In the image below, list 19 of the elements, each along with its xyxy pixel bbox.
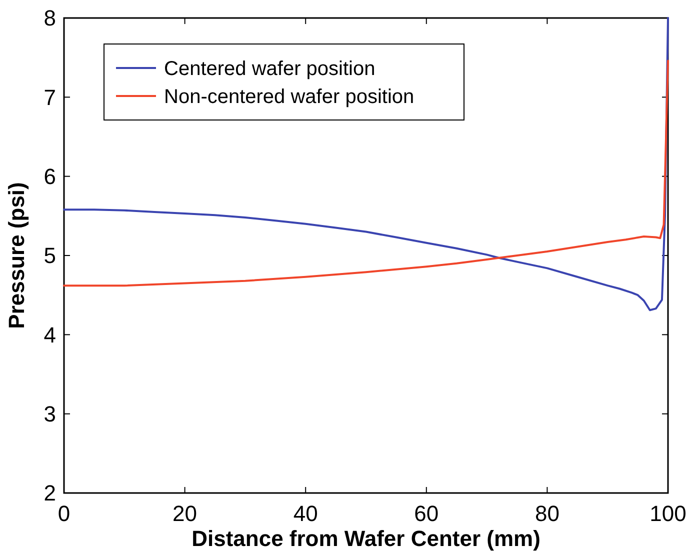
y-tick-label: 6 <box>44 164 56 190</box>
legend-label: Centered wafer position <box>164 58 376 80</box>
y-tick-label: 2 <box>44 480 56 506</box>
y-tick-label: 8 <box>44 6 56 31</box>
y-tick-label: 7 <box>44 84 56 110</box>
y-tick-label: 3 <box>44 402 56 427</box>
line-series <box>63 17 669 312</box>
x-tick-label: 20 <box>172 501 198 526</box>
y-tick-label: 5 <box>44 243 56 268</box>
y-axis-title: Pressure (psi) <box>4 182 29 329</box>
legend-label: Non-centered wafer position <box>164 86 414 108</box>
x-tick-label: 0 <box>58 501 70 526</box>
y-tick-label: 4 <box>44 322 56 348</box>
x-tick-label: 40 <box>293 501 318 526</box>
x-tick-label: 60 <box>414 501 439 526</box>
x-axis-title: Distance from Wafer Center (mm) <box>192 526 540 551</box>
line-series <box>63 60 669 287</box>
x-tick-label: 80 <box>534 501 560 526</box>
x-tick-label: 100 <box>650 501 686 526</box>
